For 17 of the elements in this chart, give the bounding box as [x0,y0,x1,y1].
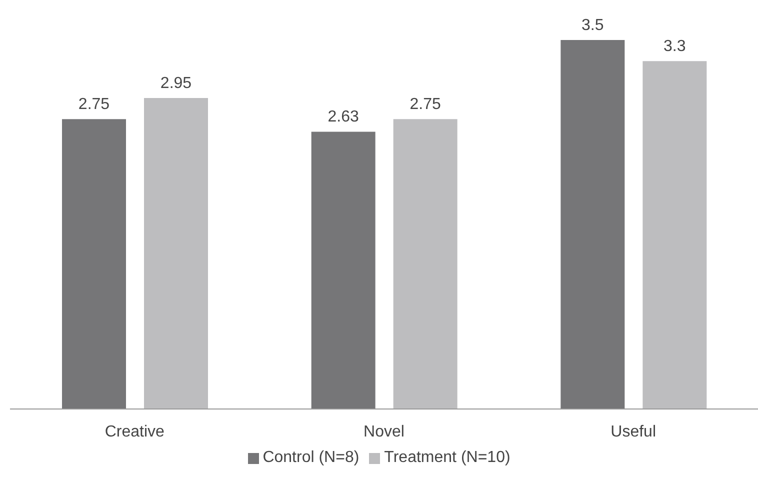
bar [393,119,458,409]
bar [311,132,376,409]
data-label: 2.75 [78,96,110,114]
data-label: 2.63 [328,108,360,126]
legend-label: Control (N=8) [262,449,360,466]
bar [144,98,208,409]
x-tick-label: Creative [104,423,165,440]
data-label: 3.5 [582,17,604,34]
x-tick-label: Useful [610,423,656,440]
x-tick-label: Novel [364,423,404,440]
bar [560,40,625,409]
data-label: 2.95 [160,74,192,92]
bar [62,119,126,409]
bar [642,61,707,409]
data-label: 2.75 [410,96,442,114]
data-label: 3.3 [664,38,686,56]
legend-label: Treatment (N=10) [384,449,510,466]
